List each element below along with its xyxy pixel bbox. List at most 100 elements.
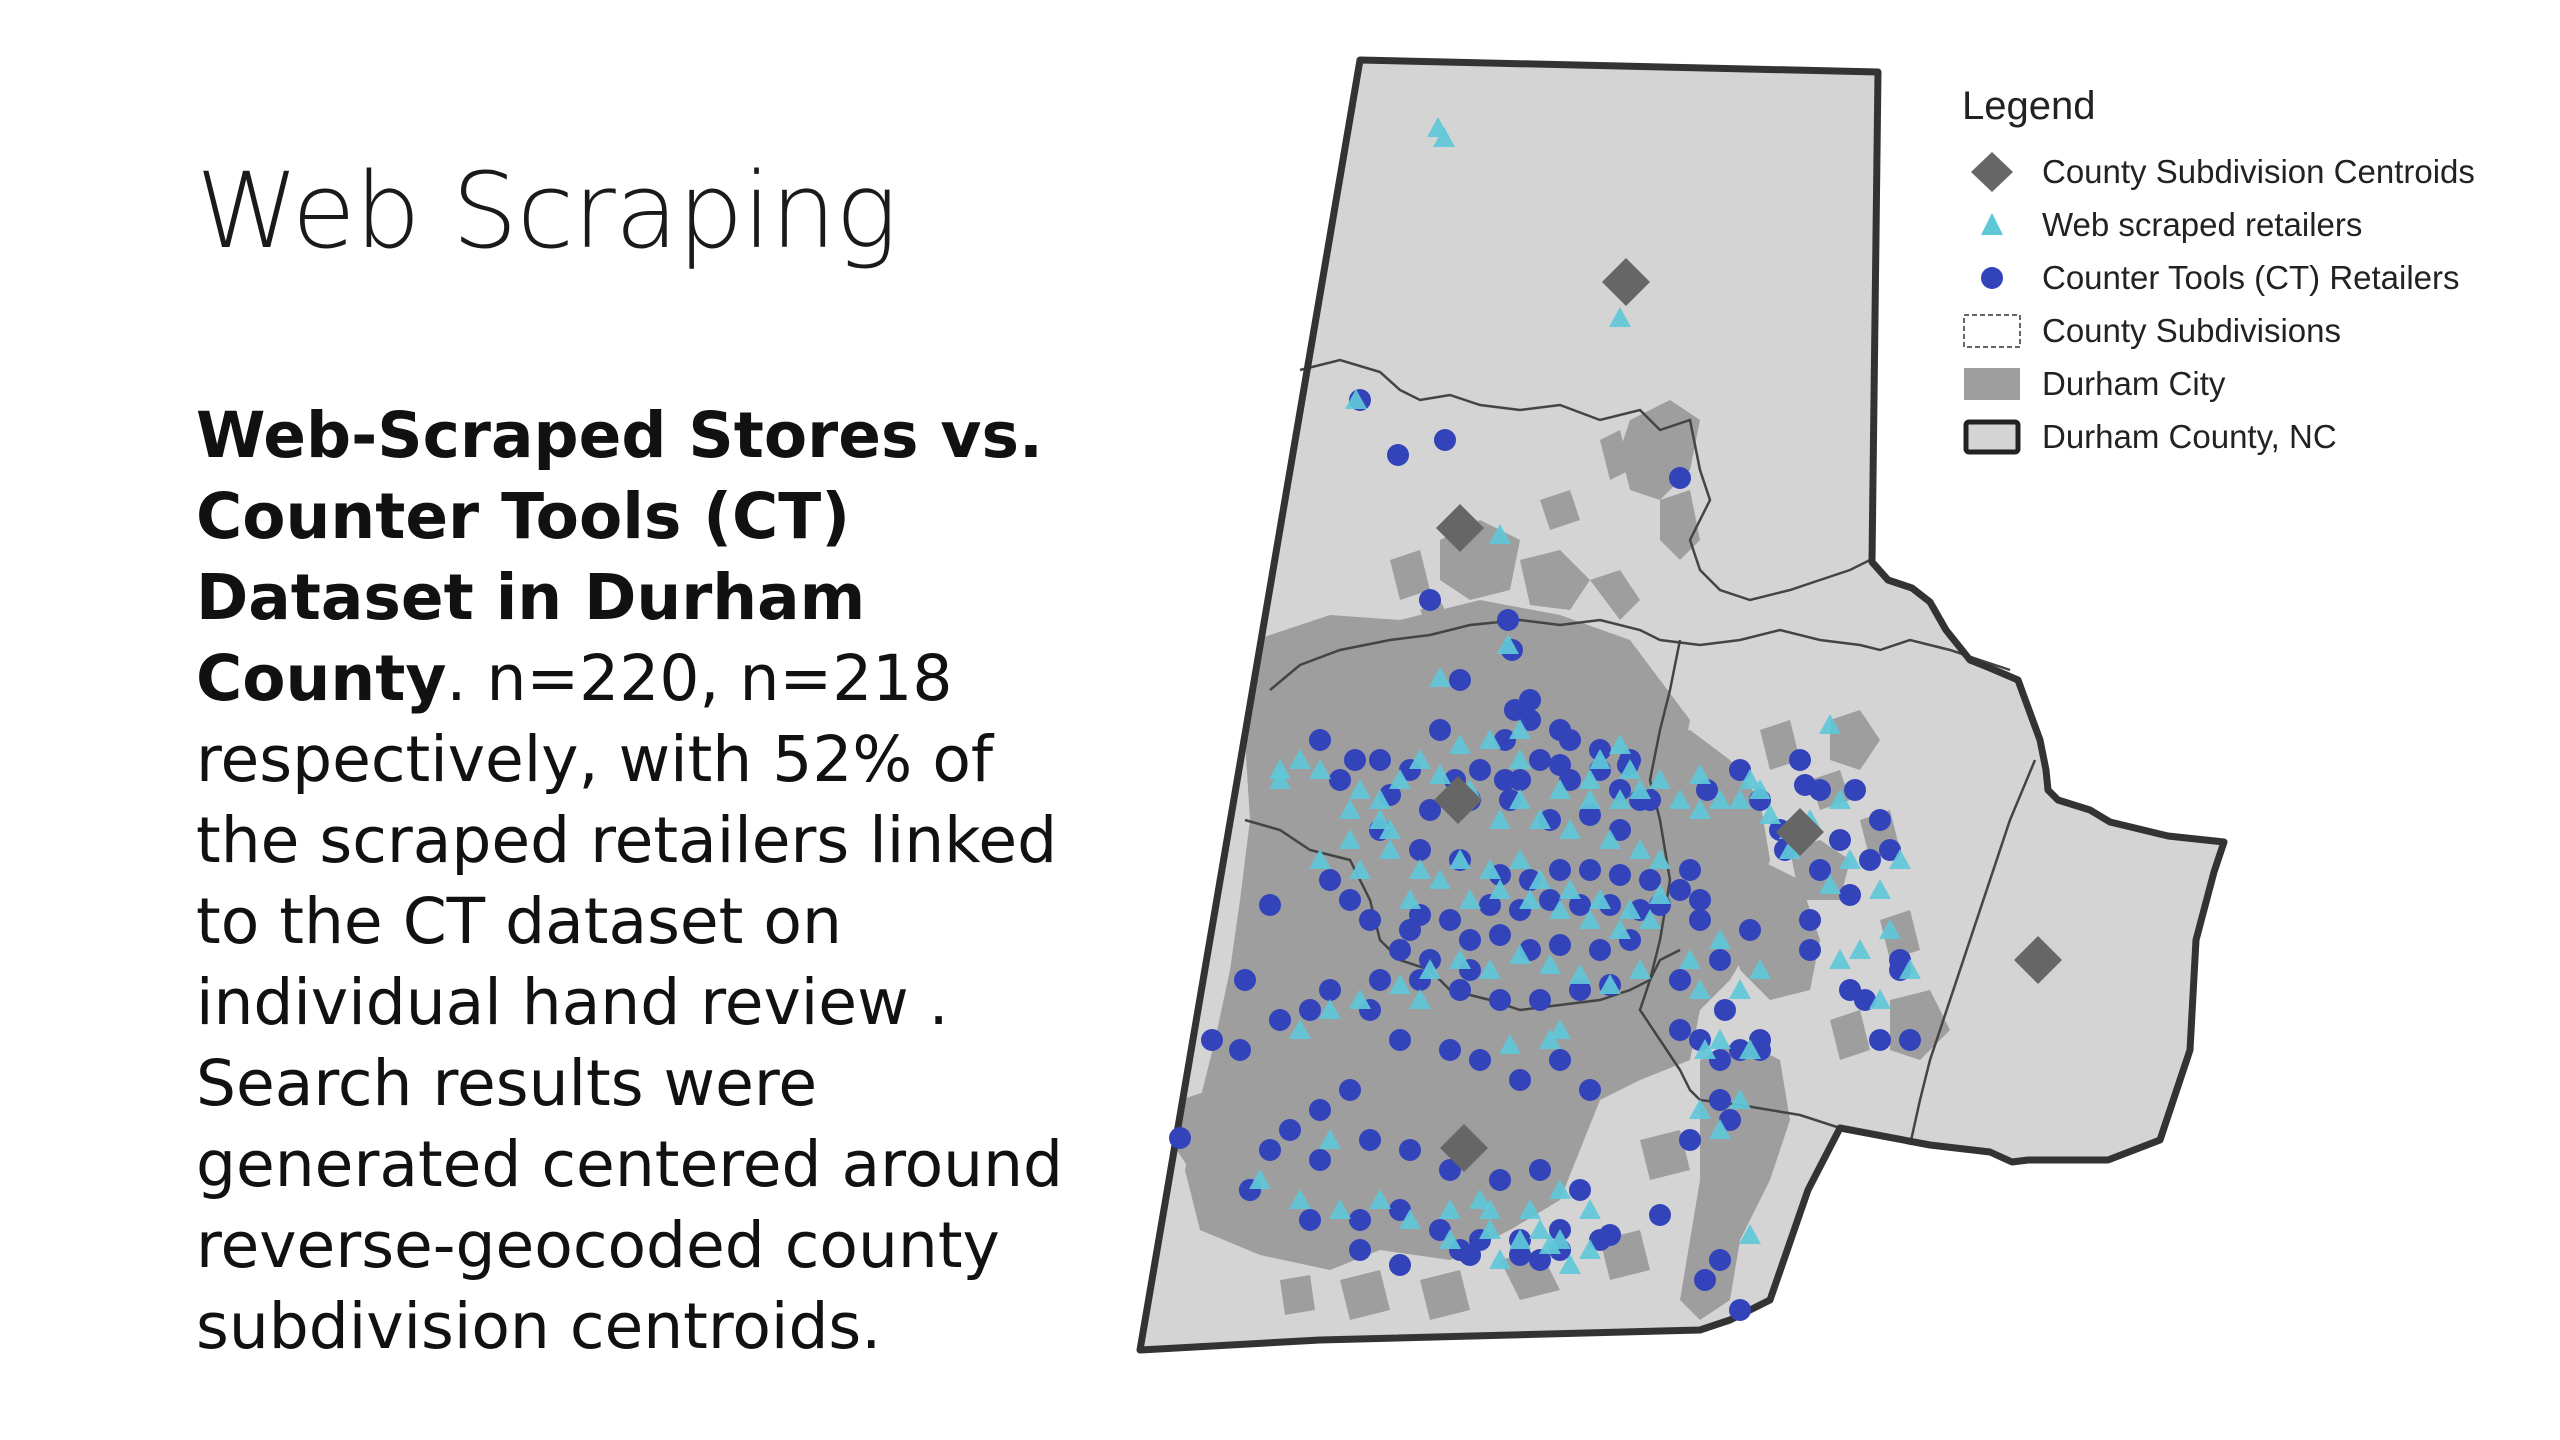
web-scraped-retailer-point <box>1529 809 1551 829</box>
ct-retailer-point <box>1689 889 1711 911</box>
ct-retailer-point <box>1269 1009 1291 1031</box>
ct-retailer-point <box>1449 669 1471 691</box>
web-scraped-retailer-point <box>1539 954 1561 974</box>
ct-retailer-point <box>1489 989 1511 1011</box>
ct-retailer-point <box>1201 1029 1223 1051</box>
web-scraped-retailer-point <box>1499 1034 1521 1054</box>
ct-retailer-point <box>1549 934 1571 956</box>
ct-retailer-point <box>1339 889 1361 911</box>
ct-retailer-point <box>1339 1079 1361 1101</box>
web-scraped-retailer-point <box>1419 959 1441 979</box>
circle-icon <box>1962 256 2022 300</box>
web-scraped-retailer-point <box>1649 769 1671 789</box>
web-scraped-retailer-point <box>1689 979 1711 999</box>
web-scraped-retailer-point <box>1609 307 1631 327</box>
web-scraped-retailer-point <box>1489 1249 1511 1269</box>
ct-retailer-point <box>1319 979 1341 1001</box>
web-scraped-retailer-point <box>1739 1224 1761 1244</box>
ct-retailer-point <box>1569 1179 1591 1201</box>
ct-retailer-point <box>1299 1209 1321 1231</box>
web-scraped-retailer-point <box>1879 919 1901 939</box>
slide-body: Web-Scraped Stores vs. Counter Tools (CT… <box>196 395 1116 1367</box>
web-scraped-retailer-point <box>1709 929 1731 949</box>
ct-retailer-point <box>1489 924 1511 946</box>
ct-retailer-point <box>1854 989 1876 1011</box>
web-scraped-retailer-point <box>1599 974 1621 994</box>
web-scraped-retailer-point <box>1529 1219 1551 1239</box>
ct-retailer-point <box>1714 999 1736 1021</box>
ct-retailer-point <box>1229 1039 1251 1061</box>
web-scraped-retailer-point <box>1269 769 1291 789</box>
ct-retailer-point <box>1529 989 1551 1011</box>
ct-retailer-point <box>1309 1099 1331 1121</box>
web-scraped-retailer-point <box>1599 829 1621 849</box>
ct-retailer-point <box>1799 939 1821 961</box>
ct-retailer-point <box>1729 1299 1751 1321</box>
ct-retailer-point <box>1739 919 1761 941</box>
web-scraped-retailer-point <box>1819 714 1841 734</box>
ct-retailer-point <box>1569 894 1591 916</box>
ct-retailer-point <box>1859 849 1881 871</box>
ct-retailer-point <box>1489 1169 1511 1191</box>
ct-retailer-point <box>1899 1029 1921 1051</box>
ct-retailer-point <box>1696 779 1718 801</box>
ct-retailer-point <box>1689 909 1711 931</box>
web-scraped-retailer-point <box>1669 789 1691 809</box>
dashed-box-icon <box>1962 309 2022 353</box>
web-scraped-retailer-point <box>1349 859 1371 879</box>
web-scraped-retailer-point <box>1319 1129 1341 1149</box>
ct-retailer-point <box>1869 809 1891 831</box>
web-scraped-retailer-point <box>1549 1179 1571 1199</box>
web-scraped-retailer-point <box>1739 1039 1761 1059</box>
web-scraped-retailer-point <box>1509 944 1531 964</box>
slide-title: Web Scraping <box>196 150 898 272</box>
web-scraped-retailer-point <box>1759 804 1781 824</box>
body-text: . n=220, n=218 respectively, with 52% of… <box>196 642 1064 1363</box>
web-scraped-retailer-point <box>1869 989 1891 1009</box>
legend-label: Web scraped retailers <box>2042 205 2363 243</box>
subdivision-centroid <box>1440 1124 1488 1172</box>
ct-retailer-point <box>1389 939 1411 961</box>
web-scraped-retailer-point <box>1679 949 1701 969</box>
ct-retailer-point <box>1494 769 1516 791</box>
web-scraped-retailer-point <box>1479 1219 1501 1239</box>
ct-retailer-point <box>1709 1089 1731 1111</box>
web-scraped-retailer-point <box>1559 879 1581 899</box>
web-scraped-retailer-point <box>1399 1209 1421 1229</box>
ct-retailer-point <box>1844 779 1866 801</box>
ct-retailer-point <box>1539 889 1561 911</box>
web-scraped-retailer-point <box>1549 1019 1571 1039</box>
web-scraped-retailer-point <box>1509 1229 1531 1249</box>
legend-item-durham-city: Durham City <box>1962 357 2522 410</box>
web-scraped-retailer-point <box>1489 879 1511 899</box>
web-scraped-retailer-point <box>1609 789 1631 809</box>
web-scraped-retailer-point <box>1549 899 1571 919</box>
web-scraped-retailer-point <box>1649 884 1671 904</box>
web-scraped-retailer-point <box>1569 964 1591 984</box>
ct-retailer-point <box>1449 979 1471 1001</box>
web-scraped-retailer-point <box>1689 764 1711 784</box>
web-scraped-retailer-point <box>1479 729 1501 749</box>
ct-retailer-point <box>1359 909 1381 931</box>
web-scraped-retailer-point <box>1319 999 1341 1019</box>
web-scraped-retailer-point <box>1689 1099 1711 1119</box>
web-scraped-retailer-point <box>1429 764 1451 784</box>
web-scraped-retailer-point <box>1619 759 1641 779</box>
filled-box-icon <box>1962 362 2022 406</box>
web-scraped-retailer-point <box>1509 789 1531 809</box>
ct-retailer-point <box>1579 804 1601 826</box>
web-scraped-retailer-point <box>1749 959 1771 979</box>
map-legend: Legend County Subdivision Centroids Web … <box>1962 84 2522 463</box>
ct-retailer-point <box>1609 864 1631 886</box>
ct-retailer-point <box>1429 719 1451 741</box>
ct-retailer-point <box>1349 1239 1371 1261</box>
ct-retailer-point <box>1459 929 1481 951</box>
web-scraped-retailer-point <box>1519 889 1541 909</box>
web-scraped-retailer-point <box>1449 734 1471 754</box>
ct-retailer-point <box>1839 884 1861 906</box>
ct-retailer-point <box>1549 1049 1571 1071</box>
ct-retailer-point <box>1719 1109 1741 1131</box>
web-scraped-retailer-point <box>1689 799 1711 819</box>
web-scraped-retailer-point <box>1409 859 1431 879</box>
